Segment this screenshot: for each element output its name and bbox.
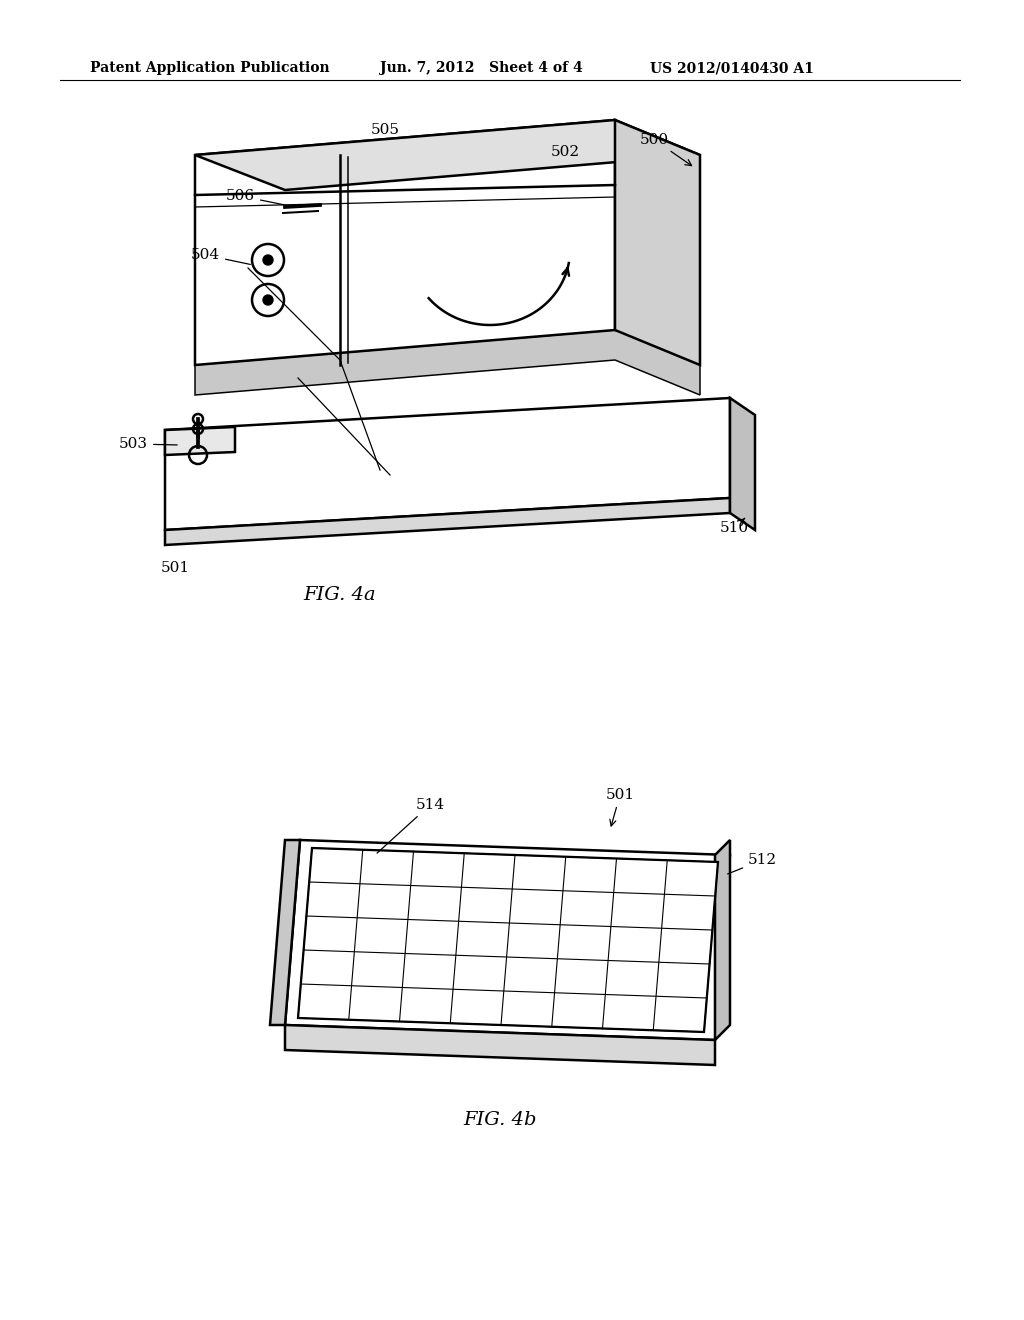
- Text: 510: 510: [720, 519, 750, 535]
- Polygon shape: [195, 120, 700, 190]
- Text: FIG. 4b: FIG. 4b: [463, 1111, 537, 1129]
- Text: 501: 501: [605, 788, 635, 826]
- Polygon shape: [715, 840, 730, 1040]
- Polygon shape: [270, 840, 300, 1026]
- Polygon shape: [285, 1026, 715, 1065]
- Text: FIG. 4a: FIG. 4a: [304, 586, 376, 605]
- Text: Patent Application Publication: Patent Application Publication: [90, 61, 330, 75]
- Polygon shape: [195, 120, 615, 366]
- Polygon shape: [298, 847, 718, 1032]
- Polygon shape: [165, 426, 234, 455]
- Text: 504: 504: [190, 248, 250, 264]
- Text: 502: 502: [551, 145, 580, 158]
- Text: 500: 500: [640, 133, 691, 165]
- Text: 506: 506: [226, 189, 292, 206]
- Polygon shape: [165, 498, 730, 545]
- Text: 503: 503: [119, 437, 177, 451]
- Text: 505: 505: [371, 123, 399, 137]
- Polygon shape: [195, 330, 700, 395]
- Polygon shape: [615, 120, 700, 366]
- Text: Jun. 7, 2012   Sheet 4 of 4: Jun. 7, 2012 Sheet 4 of 4: [380, 61, 583, 75]
- Polygon shape: [285, 840, 730, 1040]
- Polygon shape: [165, 399, 730, 531]
- Text: 512: 512: [728, 853, 777, 874]
- Text: 514: 514: [377, 799, 444, 853]
- Circle shape: [263, 255, 273, 265]
- Circle shape: [263, 294, 273, 305]
- Text: US 2012/0140430 A1: US 2012/0140430 A1: [650, 61, 814, 75]
- Text: 501: 501: [161, 561, 189, 576]
- Polygon shape: [730, 399, 755, 531]
